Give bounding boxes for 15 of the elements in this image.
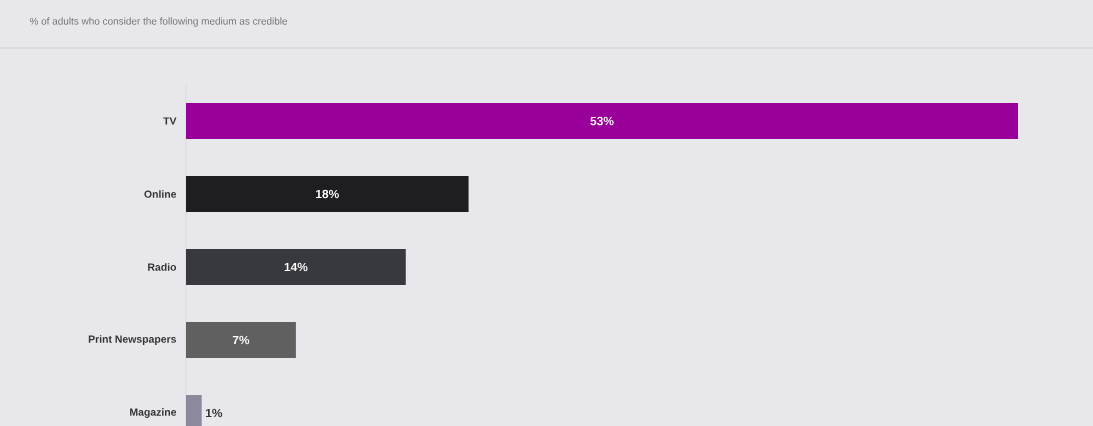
bar bbox=[186, 103, 1019, 139]
y-tick-label: Online bbox=[144, 190, 177, 198]
bar bbox=[186, 249, 406, 285]
data-label: 7% bbox=[232, 335, 250, 345]
data-label: 53% bbox=[590, 116, 614, 126]
data-label: 18% bbox=[316, 189, 339, 199]
data-label: 14% bbox=[284, 262, 308, 272]
y-tick-label: Radio bbox=[148, 263, 177, 271]
data-label: 1% bbox=[205, 408, 223, 418]
y-tick-label: Print Newspapers bbox=[88, 335, 177, 345]
bar bbox=[186, 322, 296, 358]
chart-title: % of adults who consider the following medium as credible bbox=[29, 17, 288, 27]
y-tick-label: TV bbox=[163, 117, 177, 125]
bar bbox=[186, 176, 469, 212]
y-tick-label: Magazine bbox=[130, 408, 177, 418]
